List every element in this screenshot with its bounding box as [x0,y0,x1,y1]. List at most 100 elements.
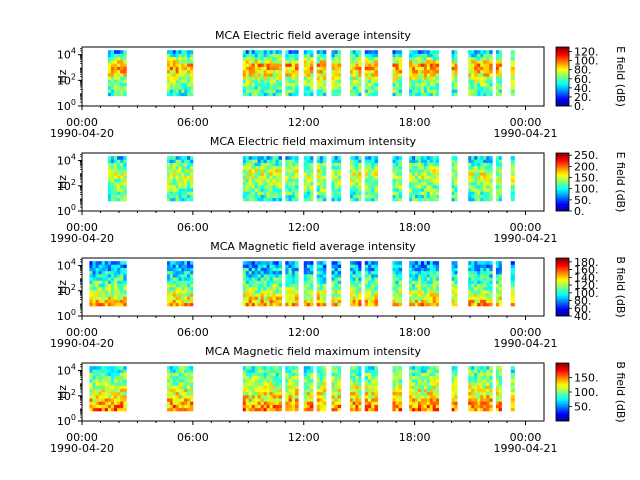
data-segment [451,366,458,412]
y-tick-label: 102 [57,388,76,403]
chart-title: MCA Magnetic field average intensity [210,240,416,253]
data-segment [451,261,458,307]
colorbar-tick-label: 100. [574,386,599,399]
data-segment [242,156,282,202]
data-segment [392,366,403,412]
colorbar-tick-label: 40. [574,310,592,323]
colorbar-tick-label: 160. [574,264,599,277]
colorbar-tick-label: 100. [574,287,599,300]
data-segment [89,366,127,412]
data-segment [242,366,282,412]
x-tick-label: 06:00 [177,326,209,339]
chart-title: MCA Electric field average intensity [215,29,411,42]
colorbar-tick-label: 150. [574,172,599,185]
colorbar-tick-label: 180. [574,256,599,269]
data-segment [242,261,282,307]
data-segment [285,156,299,202]
data-segment [89,261,127,307]
x-tick-label: 18:00 [399,116,431,129]
colorbar-tick-label: 100. [574,183,599,196]
x-tick-label: 06:00 [177,116,209,129]
y-axis-label: Hz [56,280,69,294]
colorbar-tick-label: 150. [574,372,599,385]
data-segment [167,50,194,97]
data-segment [167,366,194,412]
data-segment [409,50,440,97]
data-segment [107,50,127,97]
colorbar-tick-label: 20. [574,91,592,104]
colorbar-tick-label: 50. [574,194,592,207]
y-axis-label: Hz [56,69,69,83]
colorbar-label: E field (dB) [614,152,627,213]
y-axis-label: Hz [56,385,69,399]
data-segment [316,261,327,307]
x-tick-label: 00:00 [66,116,98,129]
x-date-label: 1990-04-21 [494,442,558,455]
x-date-label: 1990-04-21 [494,337,558,350]
data-segment [409,261,440,307]
colorbar-tick-label: 0. [574,205,585,218]
x-tick-label: 12:00 [288,116,320,129]
panel-2: MCA Electric field maximum intensityHz10… [50,135,627,245]
data-segment [316,366,327,412]
colorbar-tick-label: 0. [574,100,585,113]
colorbar-tick-label: 120. [574,46,599,59]
data-segment [303,261,314,307]
data-segment [392,261,403,307]
data-segment [285,261,299,307]
x-tick-label: 18:00 [399,221,431,234]
x-tick-label: 00:00 [510,431,542,444]
data-segment [495,50,502,97]
data-segment [392,156,403,202]
data-segment [316,156,327,202]
x-tick-label: 00:00 [66,431,98,444]
colorbar-tick-label: 100. [574,55,599,68]
x-tick-label: 18:00 [399,431,431,444]
data-segment [331,156,342,202]
colorbar-tick-label: 120. [574,279,599,292]
y-tick-label: 102 [57,178,76,193]
x-date-label: 1990-04-20 [50,232,114,245]
data-segment [364,366,379,412]
x-tick-label: 00:00 [66,326,98,339]
x-tick-label: 18:00 [399,326,431,339]
data-segment [285,50,299,97]
data-segment [468,261,493,307]
data-segment [285,366,299,412]
colorbar: 0.20.40.60.80.100.120. E field (dB) [555,46,627,113]
y-tick-label: 104 [57,258,76,273]
data-segment [303,50,314,97]
data-segment [303,366,314,412]
x-tick-label: 00:00 [510,326,542,339]
x-date-label: 1990-04-21 [494,232,558,245]
chart-title: MCA Electric field maximum intensity [210,135,417,148]
colorbar-tick-label: 80. [574,64,592,77]
data-segment [409,366,440,412]
colorbar-tick-label: 60. [574,73,592,86]
colorbar-tick-label: 140. [574,271,599,284]
data-segment [331,261,342,307]
x-tick-label: 00:00 [510,116,542,129]
y-tick-label: 104 [57,47,76,62]
y-tick-label: 104 [57,363,76,378]
data-segment [451,50,458,97]
colorbar: 40.60.80.100.120.140.160.180. B field (dB… [555,256,627,323]
data-segment [364,50,379,97]
chart-title: MCA Magnetic field maximum intensity [205,345,421,358]
data-segment [349,156,362,202]
colorbar-tick-label: 250. [574,149,599,162]
data-segment [364,156,379,202]
data-segment [495,261,502,307]
y-tick-label: 100 [57,203,76,218]
data-segment [468,50,493,97]
panel-3: MCA Magnetic field average intensity Hz 10… [50,240,627,350]
data-segment [510,156,515,202]
data-segment [495,156,502,202]
data-segment [167,156,194,202]
data-segment [510,261,515,307]
colorbar-tick-label: 200. [574,160,599,173]
y-tick-label: 100 [57,98,76,113]
data-segment [349,50,362,97]
data-segment [107,156,127,202]
